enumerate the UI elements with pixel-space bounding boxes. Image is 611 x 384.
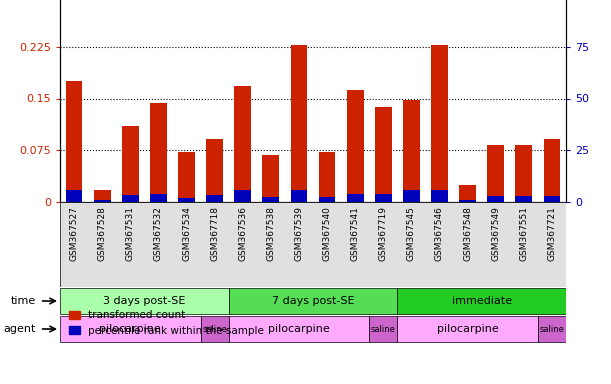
Bar [459,185,476,202]
Text: 3 days post-SE: 3 days post-SE [103,296,186,306]
Bar [234,190,251,202]
Bar [488,197,504,202]
Bar [93,190,111,202]
Text: GSM367718: GSM367718 [210,206,219,261]
Text: GSM367548: GSM367548 [463,206,472,261]
Bar [178,198,195,202]
Text: GSM367540: GSM367540 [323,206,332,261]
Text: GSM367538: GSM367538 [266,206,276,261]
Bar [544,139,560,202]
Bar [375,194,392,202]
Text: GSM367532: GSM367532 [154,206,163,261]
Bar [229,288,397,314]
Text: GSM367549: GSM367549 [491,206,500,261]
Text: GSM367721: GSM367721 [547,206,557,261]
Text: GSM367539: GSM367539 [295,206,304,261]
Bar [93,200,111,202]
Bar [403,100,420,202]
Text: GSM367536: GSM367536 [238,206,247,261]
Text: time: time [10,296,36,306]
Bar [122,126,139,202]
Bar [65,81,82,202]
Bar [229,316,369,343]
Text: GSM367551: GSM367551 [519,206,529,261]
Text: GSM367527: GSM367527 [70,206,79,261]
Bar [544,197,560,202]
Bar [234,86,251,202]
Bar [403,190,420,202]
Text: saline: saline [371,324,396,333]
Bar [346,90,364,202]
Text: GSM367545: GSM367545 [407,206,416,261]
Bar [206,195,223,202]
Bar [397,316,538,343]
Bar [65,190,82,202]
Text: GSM367528: GSM367528 [98,206,107,261]
Bar [200,316,229,343]
Bar [262,197,279,202]
Bar [150,194,167,202]
Text: GSM367719: GSM367719 [379,206,388,261]
Text: agent: agent [4,324,36,334]
Bar [431,190,448,202]
Bar [431,45,448,202]
Text: saline: saline [540,324,565,333]
Text: pilocarpine: pilocarpine [437,324,499,334]
Text: saline: saline [202,324,227,333]
Text: pilocarpine: pilocarpine [268,324,330,334]
Legend: transformed count, percentile rank within the sample: transformed count, percentile rank withi… [65,306,268,340]
Bar [346,194,364,202]
Bar [318,152,335,202]
Bar [206,139,223,202]
Bar [60,288,229,314]
Bar [538,316,566,343]
Text: GSM367534: GSM367534 [182,206,191,261]
Bar [459,200,476,202]
Bar [60,316,200,343]
Bar [516,146,532,202]
Bar [262,155,279,202]
Bar [178,152,195,202]
Text: GSM367531: GSM367531 [126,206,135,261]
Text: 7 days post-SE: 7 days post-SE [272,296,354,306]
Bar [516,197,532,202]
Text: GSM367546: GSM367546 [435,206,444,261]
Text: GSM367541: GSM367541 [351,206,360,261]
Text: immediate: immediate [452,296,512,306]
Text: pilocarpine: pilocarpine [100,324,161,334]
Bar [488,146,504,202]
Bar [369,316,397,343]
Bar [397,288,566,314]
Bar [122,195,139,202]
Bar [375,107,392,202]
Bar [290,190,307,202]
Bar [318,197,335,202]
Bar [150,103,167,202]
Bar [290,45,307,202]
